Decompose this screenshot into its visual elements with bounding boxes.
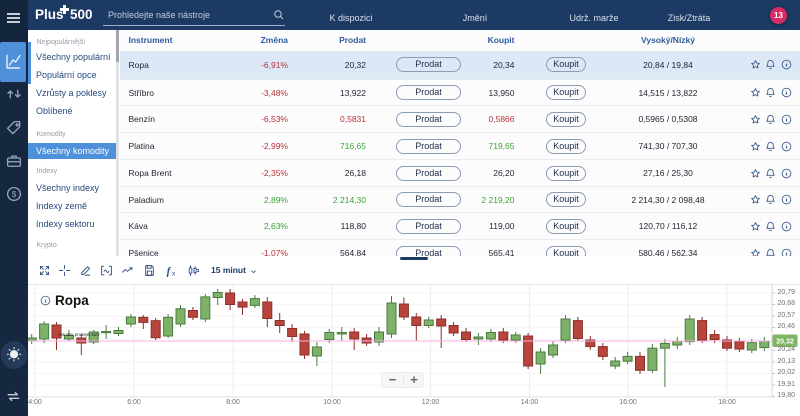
svg-text:20,32: 20,32: [776, 339, 794, 346]
svg-text:f: f: [166, 265, 171, 277]
svg-text:x: x: [172, 270, 176, 277]
svg-text:$: $: [12, 190, 17, 199]
